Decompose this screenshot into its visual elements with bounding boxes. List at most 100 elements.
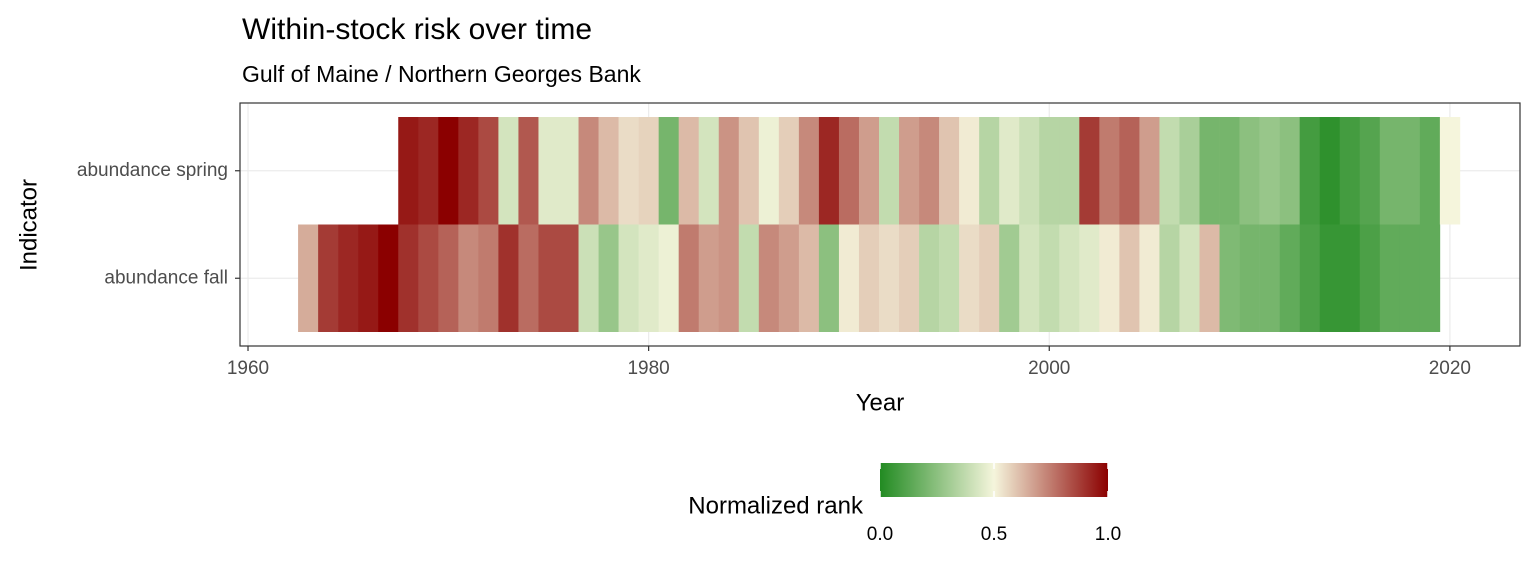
heatmap-cell — [1399, 224, 1421, 332]
heatmap-cell — [658, 224, 679, 332]
heatmap-cell — [1279, 117, 1300, 225]
heatmap-cell — [1059, 117, 1080, 225]
heatmap-cell — [1359, 224, 1381, 332]
heatmap-cell — [418, 117, 439, 225]
heatmap-cell — [858, 117, 880, 225]
heatmap-cell — [598, 224, 619, 332]
heatmap-cell — [298, 224, 319, 332]
heatmap-cell — [558, 224, 579, 332]
heatmap-cell — [899, 117, 920, 225]
heatmap-cell — [1379, 224, 1401, 332]
heatmap-cell — [1039, 224, 1060, 332]
colorbar-tick-label: 1.0 — [1095, 524, 1121, 545]
heatmap-cell — [1119, 224, 1140, 332]
heatmap-cell — [1319, 224, 1341, 332]
heatmap-cell — [758, 224, 780, 332]
heatmap-cell — [1239, 224, 1260, 332]
heatmap-cell — [1319, 117, 1341, 225]
heatmap-cell — [1259, 224, 1280, 332]
heatmap-cell — [538, 224, 559, 332]
heatmap-cell — [1379, 117, 1401, 225]
heatmap-cell — [638, 117, 659, 225]
heatmap-cell — [1419, 117, 1441, 225]
heatmap-cell — [919, 224, 940, 332]
heatmap-cell — [1079, 224, 1100, 332]
heatmap-cell — [1199, 224, 1220, 332]
heatmap-cell — [939, 224, 960, 332]
heatmap-cell — [838, 224, 860, 332]
heatmap-cell — [1099, 224, 1120, 332]
heatmap-cell — [518, 224, 539, 332]
x-tick-label: 2020 — [1429, 358, 1471, 379]
heatmap-cell — [438, 117, 459, 225]
heatmap-cell — [899, 224, 920, 332]
heatmap-cell — [778, 224, 800, 332]
heatmap-cell — [1039, 117, 1060, 225]
heatmap-cell — [478, 117, 499, 225]
colorbar-tick-label: 0.0 — [867, 524, 893, 545]
heatmap-cell — [1199, 117, 1220, 225]
heatmap-cell — [1259, 117, 1280, 225]
heatmap-cell — [458, 117, 479, 225]
heatmap-cell — [738, 224, 760, 332]
x-axis-title: Year — [856, 389, 905, 416]
heatmap-cell — [838, 117, 860, 225]
heatmap-cell — [1119, 117, 1140, 225]
heatmap-cell — [1019, 224, 1040, 332]
heatmap-cell — [999, 224, 1020, 332]
heatmap-cell — [1339, 117, 1361, 225]
heatmap-cell — [598, 117, 619, 225]
heatmap-cell — [999, 117, 1020, 225]
heatmap-cell — [1419, 224, 1441, 332]
heatmap-cell — [798, 224, 820, 332]
heatmap-cell — [738, 117, 760, 225]
heatmap-cell — [498, 117, 519, 225]
heatmap-cell — [678, 224, 700, 332]
heatmap-cell — [1159, 117, 1180, 225]
heatmap-cell — [818, 224, 840, 332]
heatmap-cell — [538, 117, 559, 225]
heatmap-cell — [858, 224, 880, 332]
heatmap-cell — [358, 224, 379, 332]
heatmap-cell — [979, 117, 1000, 225]
heatmap-cell — [959, 224, 980, 332]
heatmap-cell — [578, 117, 599, 225]
y-axis-title: Indicator — [15, 179, 42, 271]
x-tick-label: 2000 — [1028, 358, 1070, 379]
heatmap-cell — [718, 224, 740, 332]
heatmap-cell — [698, 117, 720, 225]
heatmap-cell — [458, 224, 479, 332]
heatmap-cell — [658, 117, 679, 225]
legend-title: Normalized rank — [688, 492, 864, 519]
heatmap-cell — [1339, 224, 1361, 332]
heatmap-cell — [1239, 117, 1260, 225]
heatmap-cell — [1219, 224, 1240, 332]
heatmap-cell — [939, 117, 960, 225]
x-tick-label: 1960 — [227, 358, 269, 379]
heatmap-cell — [1139, 224, 1160, 332]
heatmap-cell — [1079, 117, 1100, 225]
heatmap-cell — [338, 224, 359, 332]
y-tick-label: abundance fall — [104, 267, 228, 288]
y-tick-label: abundance spring — [77, 160, 228, 181]
heatmap-cell — [1019, 117, 1040, 225]
heatmap-cell — [1139, 117, 1160, 225]
heatmap-cell — [518, 117, 539, 225]
heatmap-cell — [618, 224, 639, 332]
heatmap-cell — [558, 117, 579, 225]
heatmap-cell — [618, 117, 639, 225]
heatmap-cell — [878, 117, 900, 225]
heatmap-cell — [638, 224, 659, 332]
heatmap-cell — [378, 224, 399, 332]
heatmap-cell — [678, 117, 700, 225]
heatmap-cell — [398, 224, 419, 332]
heatmap-cell — [979, 224, 1000, 332]
heatmap-cell — [418, 224, 439, 332]
heatmap-cell — [1179, 224, 1200, 332]
heatmap-cell — [798, 117, 820, 225]
heatmap-cell — [758, 117, 780, 225]
heatmap-cell — [1279, 224, 1300, 332]
heatmap-cell — [578, 224, 599, 332]
heatmap-cell — [1159, 224, 1180, 332]
heatmap-cell — [1059, 224, 1080, 332]
